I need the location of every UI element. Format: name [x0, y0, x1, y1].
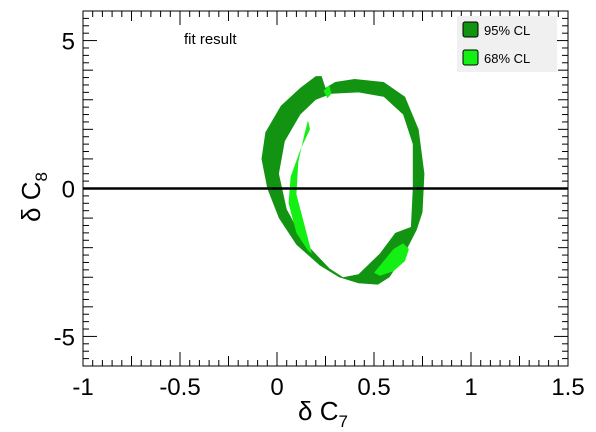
y-tick-label: 0	[62, 177, 75, 204]
legend-label-95cl: 95% CL	[484, 23, 530, 38]
y-tick-labels: -5 0 5	[54, 29, 75, 352]
x-tick-label: 1.5	[551, 374, 584, 401]
y-axis-symbol: δ C	[16, 182, 46, 222]
y-tick-label: 5	[62, 29, 75, 56]
x-tick-label: 0.5	[357, 374, 390, 401]
y-axis-subscript: 8	[32, 172, 51, 181]
fit-result-annotation: fit result	[184, 31, 237, 48]
x-axis-title: δ C7	[298, 396, 348, 431]
x-axis-subscript: 7	[338, 412, 347, 431]
y-axis-title: δ C8	[16, 172, 51, 222]
confidence-regions	[261, 76, 425, 285]
x-tick-label: -1	[72, 374, 93, 401]
region-68cl-patch-2	[374, 243, 409, 276]
legend-label-68cl: 68% CL	[484, 51, 530, 66]
axis-ticks	[82, 10, 569, 367]
legend: 95% CL 68% CL	[457, 16, 557, 72]
x-axis-symbol: δ C	[298, 396, 338, 426]
y-tick-label: -5	[54, 324, 75, 351]
x-tick-labels: -1 -0.5 0 0.5 1 1.5	[72, 374, 584, 401]
legend-swatch-68cl	[462, 49, 479, 66]
x-tick-label: 1	[464, 374, 477, 401]
region-68cl-patch-3	[323, 85, 332, 99]
region-68cl-patch-1	[288, 120, 312, 254]
x-tick-label: -0.5	[159, 374, 200, 401]
x-tick-label: 0	[270, 374, 283, 401]
legend-swatch-95cl	[462, 21, 479, 38]
